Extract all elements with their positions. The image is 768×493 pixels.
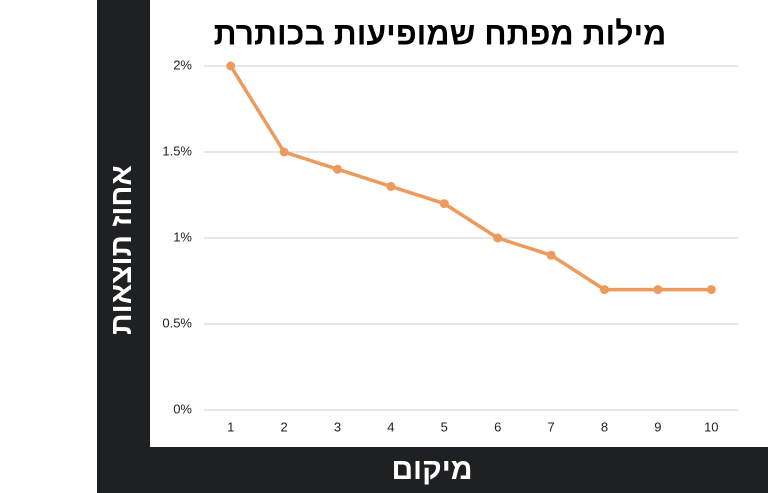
- data-point: [279, 147, 289, 157]
- data-point: [600, 285, 609, 295]
- x-tick-label: 8: [601, 419, 608, 434]
- data-point: [546, 250, 556, 260]
- y-tick-label: 2%: [173, 57, 192, 72]
- x-tick-label: 1: [227, 419, 234, 434]
- data-point: [493, 233, 503, 243]
- y-axis-label: אחוז תוצאות: [105, 165, 138, 335]
- x-tick-label: 4: [387, 419, 394, 434]
- chart-title: מילות מפתח שמופיעות בכותרת: [214, 15, 667, 51]
- data-point: [333, 164, 342, 174]
- data-line: [229, 65, 712, 292]
- y-tick-label: 0%: [173, 401, 192, 416]
- x-tick-label: 7: [547, 419, 554, 434]
- x-tick-label: 10: [704, 419, 718, 434]
- x-label-band: [97, 447, 768, 493]
- data-point: [439, 199, 449, 209]
- x-tick-label: 3: [334, 419, 341, 434]
- y-tick-label: 1.5%: [162, 143, 192, 158]
- data-point: [386, 181, 396, 191]
- data-point: [226, 61, 236, 71]
- x-tick-label: 9: [654, 419, 661, 434]
- x-tick-label: 5: [441, 419, 448, 434]
- y-tick-label: 0.5%: [162, 315, 192, 330]
- y-label-band: [97, 0, 150, 493]
- x-axis-label: מיקום: [391, 453, 472, 486]
- x-tick-label: 2: [280, 419, 287, 434]
- data-point: [653, 285, 663, 295]
- data-point: [706, 285, 716, 295]
- x-tick-label: 6: [494, 419, 501, 434]
- y-tick-label: 1%: [173, 229, 192, 244]
